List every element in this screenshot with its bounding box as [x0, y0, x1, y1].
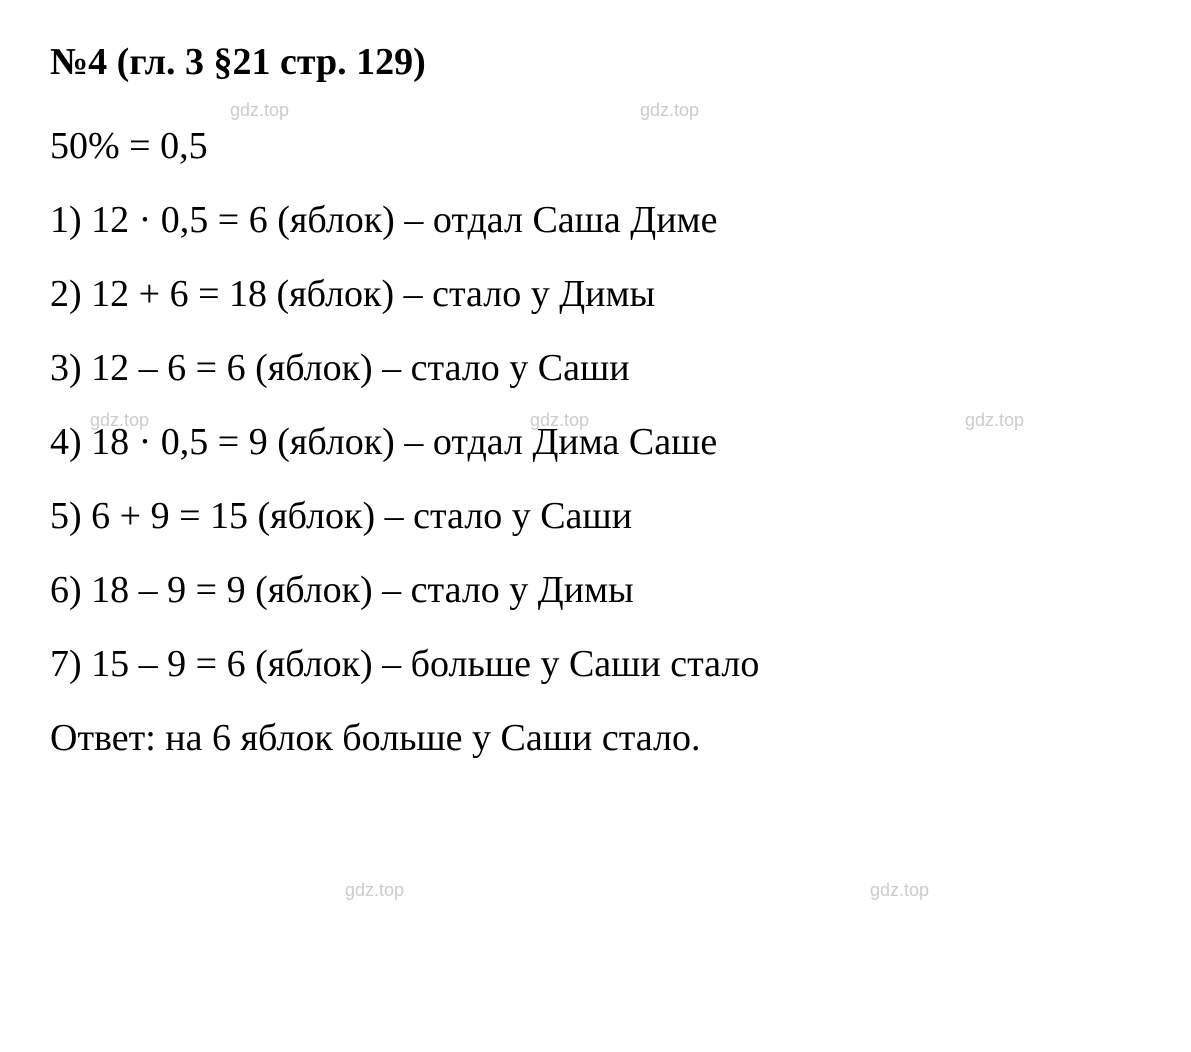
answer-text: Ответ: на 6 яблок больше у Саши стало.: [50, 716, 1141, 760]
solution-step: 5) 6 + 9 = 15 (яблок) – стало у Саши: [50, 494, 1141, 538]
solution-step: 6) 18 – 9 = 9 (яблок) – стало у Димы: [50, 568, 1141, 612]
solution-step: 1) 12 · 0,5 = 6 (яблок) – отдал Саша Дим…: [50, 198, 1141, 242]
conversion-equation: 50% = 0,5: [50, 124, 1141, 168]
solution-step: 3) 12 – 6 = 6 (яблок) – стало у Саши: [50, 346, 1141, 390]
problem-heading: №4 (гл. 3 §21 стр. 129): [50, 40, 1141, 84]
watermark: gdz.top: [230, 100, 289, 121]
solution-step: 7) 15 – 9 = 6 (яблок) – больше у Саши ст…: [50, 642, 1141, 686]
watermark: gdz.top: [870, 880, 929, 901]
solution-step: 2) 12 + 6 = 18 (яблок) – стало у Димы: [50, 272, 1141, 316]
watermark: gdz.top: [345, 880, 404, 901]
watermark: gdz.top: [640, 100, 699, 121]
solution-step: 4) 18 · 0,5 = 9 (яблок) – отдал Дима Саш…: [50, 420, 1141, 464]
